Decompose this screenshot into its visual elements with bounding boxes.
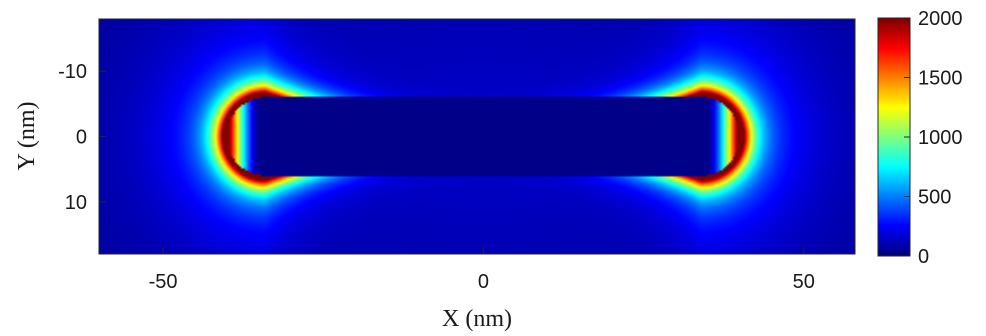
x-axis-ticks: -50 0 50 [149, 247, 815, 293]
y-axis-label: Y (nm) [14, 101, 40, 170]
x-tick-label: 50 [793, 271, 815, 293]
colorbar-tick-label: 500 [918, 187, 951, 209]
colorbar: 0 500 1000 1500 2000 [877, 8, 963, 268]
colorbar-ticks: 0 500 1000 1500 2000 [904, 8, 963, 268]
colorbar-tick-label: 0 [918, 246, 929, 268]
y-tick-label: -10 [58, 61, 87, 83]
x-axis-label: X (nm) [442, 306, 512, 332]
y-tick-label: 10 [65, 192, 87, 214]
y-axis-ticks: -10 0 10 [58, 61, 106, 214]
colorbar-tick-label: 2000 [918, 8, 963, 30]
x-tick-label: 0 [478, 271, 489, 293]
colorbar-tick-label: 1000 [918, 127, 963, 149]
heatmap-image [99, 19, 855, 254]
x-tick-label: -50 [149, 271, 178, 293]
colorbar-tick-label: 1500 [918, 68, 963, 90]
plot-area [98, 18, 856, 255]
y-tick-label: 0 [76, 127, 87, 149]
